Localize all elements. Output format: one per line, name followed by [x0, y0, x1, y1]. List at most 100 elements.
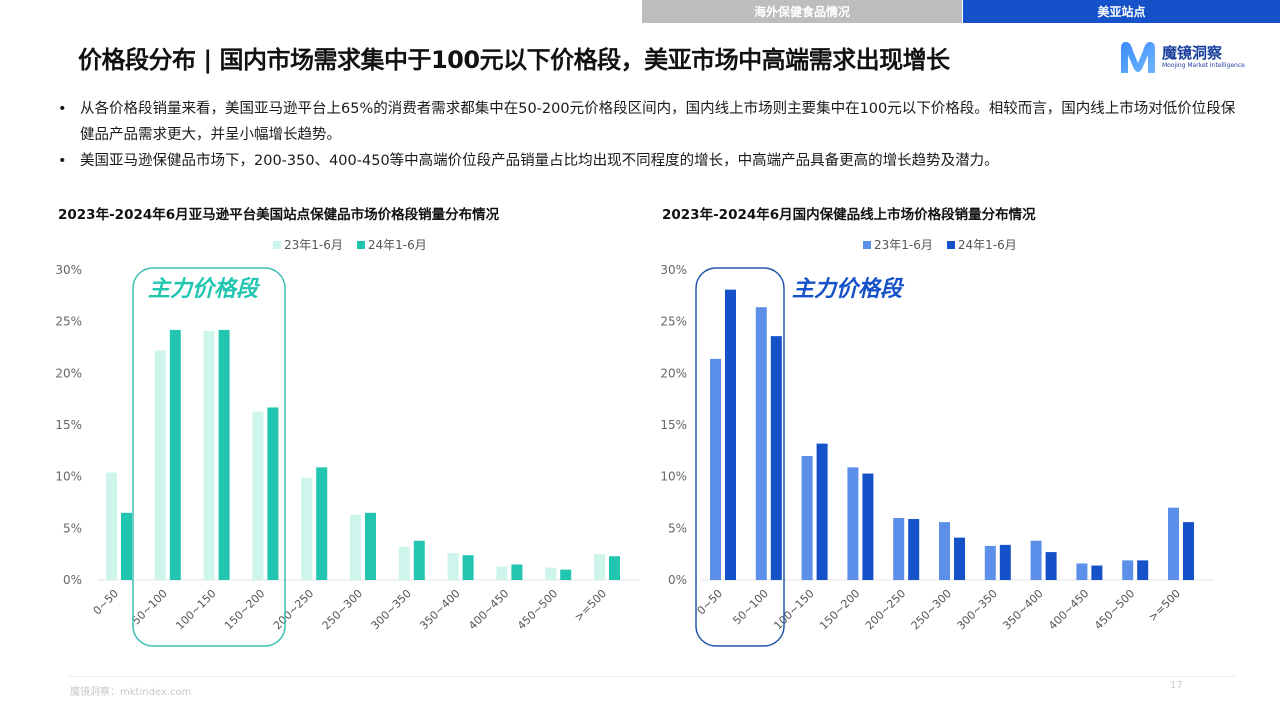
legend-item-24: 24年1-6月 [356, 236, 427, 253]
right-chart-legend: 23年1-6月 24年1-6月 [863, 236, 1017, 253]
left-chart-title: 2023年-2024年6月亚马逊平台美国站点保健品市场价格段销量分布情况 [58, 207, 500, 223]
right-bar-chart: 0% 5% 10% 15% 20% 25% 30% 0~50 50~100 100~150 150~… [660, 263, 1214, 647]
bar [1076, 563, 1088, 580]
x-tick-label: 250~300 [909, 587, 954, 632]
bar [594, 554, 605, 580]
tab-overseas-health-food[interactable]: 海外保健食品情况 [642, 0, 962, 23]
bar [511, 564, 523, 580]
y-tick-label: 0% [668, 573, 687, 587]
legend-item-23: 23年1-6月 [863, 236, 933, 253]
page-number: 17 [1170, 680, 1183, 691]
legend-swatch-24 [946, 240, 955, 249]
legend-item-23: 23年1-6月 [273, 236, 343, 253]
bar [755, 307, 767, 580]
bar [267, 407, 279, 580]
bullet-text: 从各价格段销量来看，美国亚马逊平台上65%的消费者需求都集中在50-200元价格… [80, 101, 1236, 143]
bar [1045, 552, 1057, 580]
main-price-range-label: 主力价格段 [792, 276, 905, 302]
legend-label-23: 23年1-6月 [284, 238, 343, 252]
main-price-range-highlight [695, 267, 785, 647]
y-tick-label: 5% [668, 521, 687, 535]
x-tick-label: 350~400 [1000, 587, 1045, 632]
section-tabs: 海外保健食品情况 美亚站点 [642, 0, 1280, 24]
bar [1168, 507, 1179, 580]
left-chart-legend: 23年1-6月 24年1-6月 [273, 236, 427, 253]
bar [398, 546, 410, 580]
bar [496, 566, 508, 580]
bar [1091, 565, 1103, 580]
footer-source: 魔镜洞察：mktindex.com [70, 687, 192, 698]
bar [954, 537, 965, 580]
bar [316, 467, 328, 580]
y-tick-label: 0% [63, 573, 82, 587]
x-tick-label: 400~450 [466, 587, 511, 632]
logo-en-text: Moojing Market Intelligence [1162, 61, 1245, 69]
y-tick-label: 15% [55, 418, 82, 432]
x-tick-label: 150~200 [817, 587, 862, 632]
bar [893, 518, 905, 580]
bar [203, 330, 215, 580]
x-tick-label: 200~250 [271, 587, 316, 632]
right-chart-title: 2023年-2024年6月国内保健品线上市场价格段销量分布情况 [662, 207, 1036, 223]
y-tick-label: 30% [55, 263, 82, 277]
legend-swatch-24 [356, 240, 365, 249]
bar [545, 567, 557, 580]
tab-us-amazon-site[interactable]: 美亚站点 [963, 0, 1280, 23]
x-tick-label: 100~150 [173, 587, 218, 632]
x-tick-label: >=500 [1146, 587, 1183, 624]
bar [847, 467, 859, 580]
bar [350, 514, 361, 580]
bar [560, 569, 572, 580]
legend-item-24: 24年1-6月 [946, 236, 1017, 253]
bullet-text: 美国亚马逊保健品市场下，200-350、400-450等中高端价位段产品销量占比… [80, 153, 999, 169]
y-tick-label: 30% [660, 263, 687, 277]
x-tick-label: 450~500 [1092, 587, 1137, 632]
bar [121, 512, 132, 580]
bar [218, 329, 230, 580]
legend-swatch-23 [273, 240, 281, 249]
x-tick-label: 450~500 [515, 587, 560, 632]
bar [252, 411, 264, 580]
bar [1183, 522, 1194, 580]
bar [301, 477, 313, 580]
x-tick-label: 0~50 [91, 587, 122, 618]
bar [365, 512, 376, 580]
bar [816, 443, 828, 580]
page-title: 价格段分布 | 国内市场需求集中于100元以下价格段，美亚市场中高端需求出现增长 [78, 46, 950, 74]
bar [169, 329, 181, 580]
bullet-item: • 美国亚马逊保健品市场下，200-350、400-450等中高端价位段产品销量… [56, 148, 1236, 174]
y-tick-label: 10% [660, 470, 687, 484]
x-tick-label: 400~450 [1046, 587, 1091, 632]
moojing-logo: 魔镜洞察 Moojing Market Intelligence [1118, 38, 1248, 76]
footer-divider [68, 676, 1236, 677]
bar [1137, 560, 1149, 580]
bar [908, 519, 920, 580]
x-tick-label: 350~400 [417, 587, 462, 632]
main-price-range-highlight [132, 267, 286, 647]
bar [609, 556, 620, 580]
logo-m-icon [1121, 41, 1155, 73]
y-tick-label: 20% [660, 366, 687, 380]
bar [939, 522, 950, 580]
x-tick-label: 200~250 [863, 587, 908, 632]
y-tick-label: 15% [660, 418, 687, 432]
bar [447, 553, 459, 580]
legend-swatch-23 [863, 240, 871, 249]
bar [999, 544, 1011, 580]
x-tick-label: 150~200 [222, 587, 267, 632]
bar [154, 350, 166, 580]
y-tick-label: 20% [55, 366, 82, 380]
legend-label-24: 24年1-6月 [367, 238, 427, 252]
bullet-item: • 从各价格段销量来看，美国亚马逊平台上65%的消费者需求都集中在50-200元… [56, 96, 1236, 148]
y-tick-label: 25% [55, 315, 82, 329]
bar [725, 289, 736, 580]
main-price-range-label: 主力价格段 [148, 276, 261, 302]
bar [770, 336, 782, 580]
x-tick-label: >=500 [572, 587, 609, 624]
bar [801, 456, 813, 580]
left-bar-chart: 0% 5% 10% 15% 20% 25% 30% 0~50 50~100 100~150 150~… [55, 263, 640, 647]
bar [862, 473, 874, 580]
x-tick-label: 50~100 [129, 587, 169, 627]
bar [413, 540, 425, 580]
legend-label-23: 23年1-6月 [874, 238, 933, 252]
